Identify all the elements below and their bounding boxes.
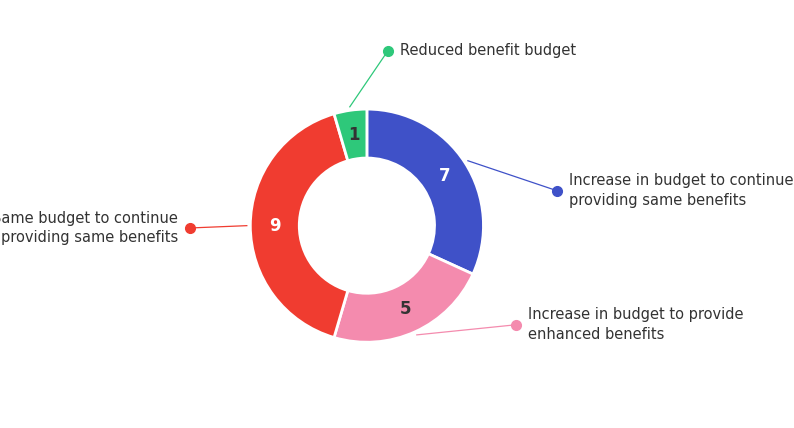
Text: Increase in budget to continue
providing same benefits: Increase in budget to continue providing… <box>569 173 793 208</box>
Text: 9: 9 <box>269 217 280 235</box>
Wedge shape <box>334 254 473 342</box>
Wedge shape <box>334 109 367 161</box>
Wedge shape <box>367 109 484 274</box>
Text: Same budget to continue
providing same benefits: Same budget to continue providing same b… <box>0 211 178 245</box>
Text: 1: 1 <box>348 125 360 143</box>
Text: Reduced benefit budget: Reduced benefit budget <box>399 43 576 58</box>
Text: 7: 7 <box>438 167 450 185</box>
Text: 5: 5 <box>399 300 411 318</box>
Text: Increase in budget to provide
enhanced benefits: Increase in budget to provide enhanced b… <box>528 307 743 342</box>
Wedge shape <box>250 114 348 338</box>
